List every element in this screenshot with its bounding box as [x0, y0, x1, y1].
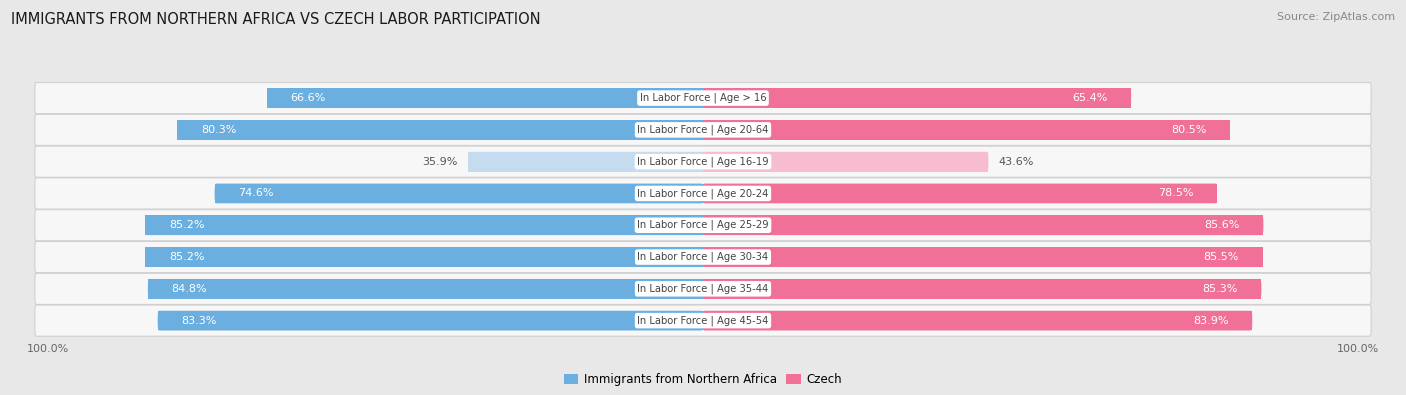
- Text: In Labor Force | Age 20-24: In Labor Force | Age 20-24: [637, 188, 769, 199]
- Legend: Immigrants from Northern Africa, Czech: Immigrants from Northern Africa, Czech: [560, 369, 846, 391]
- FancyBboxPatch shape: [157, 311, 703, 331]
- Text: Source: ZipAtlas.com: Source: ZipAtlas.com: [1277, 12, 1395, 22]
- Bar: [703, 152, 988, 171]
- Text: In Labor Force | Age 16-19: In Labor Force | Age 16-19: [637, 156, 769, 167]
- FancyBboxPatch shape: [35, 114, 1371, 145]
- FancyBboxPatch shape: [145, 215, 703, 235]
- FancyBboxPatch shape: [703, 184, 1216, 203]
- FancyBboxPatch shape: [148, 279, 703, 299]
- Text: 65.4%: 65.4%: [1073, 93, 1108, 103]
- Text: 84.8%: 84.8%: [172, 284, 207, 294]
- Text: 85.2%: 85.2%: [169, 252, 204, 262]
- Bar: [703, 215, 1264, 235]
- FancyBboxPatch shape: [703, 88, 1132, 108]
- Text: In Labor Force | Age 30-34: In Labor Force | Age 30-34: [637, 252, 769, 262]
- Text: 43.6%: 43.6%: [998, 157, 1033, 167]
- Bar: [468, 152, 703, 171]
- Text: 35.9%: 35.9%: [422, 157, 458, 167]
- Text: In Labor Force | Age > 16: In Labor Force | Age > 16: [640, 93, 766, 103]
- Bar: [703, 279, 1261, 299]
- Text: In Labor Force | Age 25-29: In Labor Force | Age 25-29: [637, 220, 769, 231]
- FancyBboxPatch shape: [215, 184, 703, 203]
- FancyBboxPatch shape: [703, 311, 1253, 331]
- FancyBboxPatch shape: [35, 146, 1371, 177]
- FancyBboxPatch shape: [703, 152, 988, 171]
- Bar: [703, 184, 1216, 203]
- Text: 85.6%: 85.6%: [1205, 220, 1240, 230]
- FancyBboxPatch shape: [177, 120, 703, 140]
- FancyBboxPatch shape: [145, 247, 703, 267]
- FancyBboxPatch shape: [267, 88, 703, 108]
- FancyBboxPatch shape: [35, 241, 1371, 273]
- Text: In Labor Force | Age 35-44: In Labor Force | Age 35-44: [637, 284, 769, 294]
- Text: 78.5%: 78.5%: [1157, 188, 1194, 198]
- FancyBboxPatch shape: [703, 247, 1263, 267]
- Bar: [703, 88, 1132, 108]
- Bar: [215, 184, 703, 203]
- FancyBboxPatch shape: [35, 178, 1371, 209]
- FancyBboxPatch shape: [703, 279, 1261, 299]
- Text: 66.6%: 66.6%: [291, 93, 326, 103]
- Bar: [145, 247, 703, 267]
- FancyBboxPatch shape: [35, 273, 1371, 305]
- Bar: [703, 247, 1263, 267]
- Text: 74.6%: 74.6%: [238, 188, 274, 198]
- Bar: [157, 311, 703, 331]
- Text: 85.3%: 85.3%: [1202, 284, 1237, 294]
- Bar: [703, 311, 1253, 331]
- Bar: [267, 88, 703, 108]
- Bar: [148, 279, 703, 299]
- FancyBboxPatch shape: [35, 305, 1371, 336]
- Text: 83.3%: 83.3%: [181, 316, 217, 325]
- Text: 85.5%: 85.5%: [1204, 252, 1239, 262]
- FancyBboxPatch shape: [468, 152, 703, 171]
- Bar: [703, 120, 1230, 140]
- Bar: [177, 120, 703, 140]
- Text: In Labor Force | Age 20-64: In Labor Force | Age 20-64: [637, 124, 769, 135]
- FancyBboxPatch shape: [35, 210, 1371, 241]
- FancyBboxPatch shape: [703, 120, 1230, 140]
- Text: 80.3%: 80.3%: [201, 125, 236, 135]
- FancyBboxPatch shape: [35, 83, 1371, 114]
- Text: In Labor Force | Age 45-54: In Labor Force | Age 45-54: [637, 315, 769, 326]
- Text: IMMIGRANTS FROM NORTHERN AFRICA VS CZECH LABOR PARTICIPATION: IMMIGRANTS FROM NORTHERN AFRICA VS CZECH…: [11, 12, 541, 27]
- Text: 85.2%: 85.2%: [169, 220, 204, 230]
- Text: 80.5%: 80.5%: [1171, 125, 1206, 135]
- FancyBboxPatch shape: [703, 215, 1264, 235]
- Text: 83.9%: 83.9%: [1194, 316, 1229, 325]
- Bar: [145, 215, 703, 235]
